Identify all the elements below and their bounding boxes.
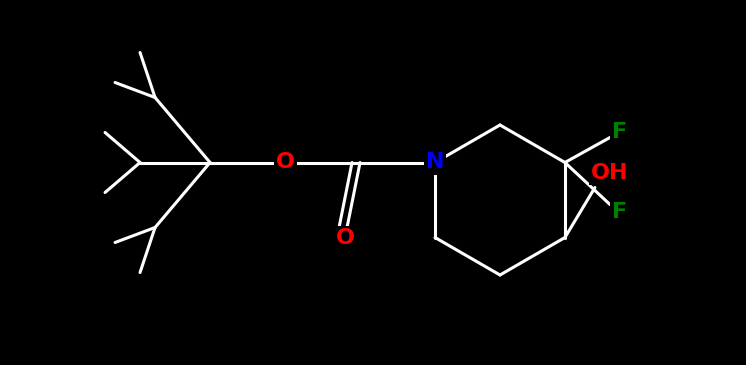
- Text: N: N: [426, 153, 445, 173]
- Text: O: O: [336, 227, 354, 247]
- Text: OH: OH: [591, 162, 629, 182]
- Text: F: F: [612, 203, 627, 223]
- Text: O: O: [275, 153, 295, 173]
- Text: F: F: [612, 123, 627, 142]
